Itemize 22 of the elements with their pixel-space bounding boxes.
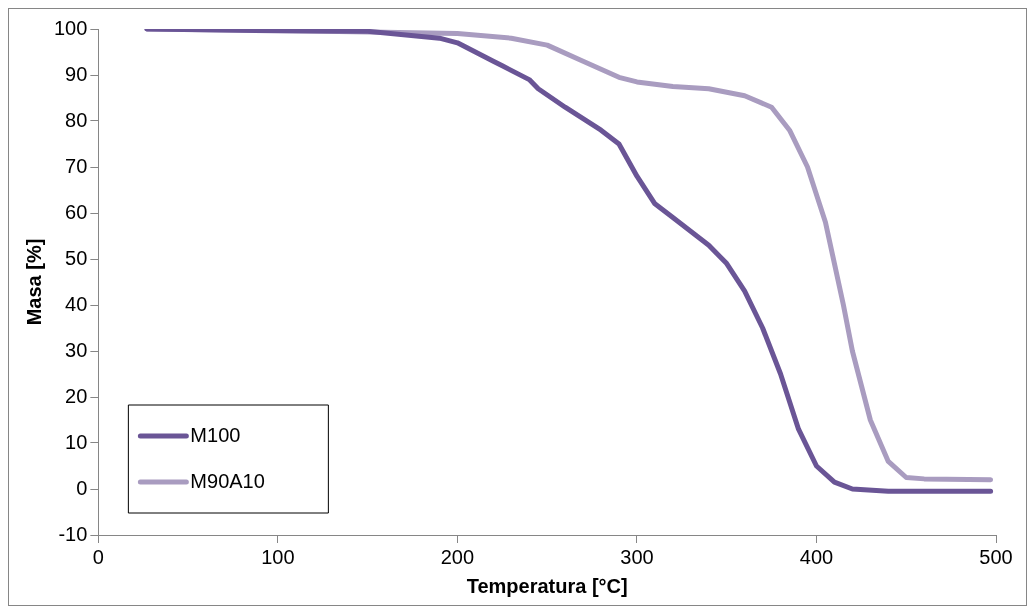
y-tick-label: 10 — [65, 430, 88, 453]
y-tick-label: 80 — [65, 108, 88, 131]
y-tick-label: 50 — [65, 246, 88, 269]
x-axis-title: Temperatura [°C] — [466, 574, 628, 597]
x-tick-label: 400 — [799, 545, 834, 568]
x-tick-label: 100 — [261, 545, 295, 568]
x-tick-label: 300 — [620, 545, 654, 568]
legend-label: M100 — [190, 423, 241, 446]
y-axis-title: Masa [%] — [22, 238, 45, 326]
legend-label: M90A10 — [190, 469, 265, 492]
x-tick-label: 500 — [979, 545, 1013, 568]
y-tick-label: 40 — [65, 292, 88, 315]
y-tick-label: 20 — [65, 384, 88, 407]
y-tick-label: 90 — [65, 62, 88, 85]
y-tick-label: 60 — [65, 200, 88, 223]
x-tick-label: 200 — [440, 545, 475, 568]
y-tick-label: 100 — [53, 16, 88, 39]
y-tick-label: 70 — [65, 154, 88, 177]
y-tick-label: -10 — [58, 522, 88, 545]
x-tick-label: 0 — [92, 545, 104, 568]
y-tick-label: 0 — [76, 476, 88, 499]
y-tick-label: 30 — [65, 338, 88, 361]
